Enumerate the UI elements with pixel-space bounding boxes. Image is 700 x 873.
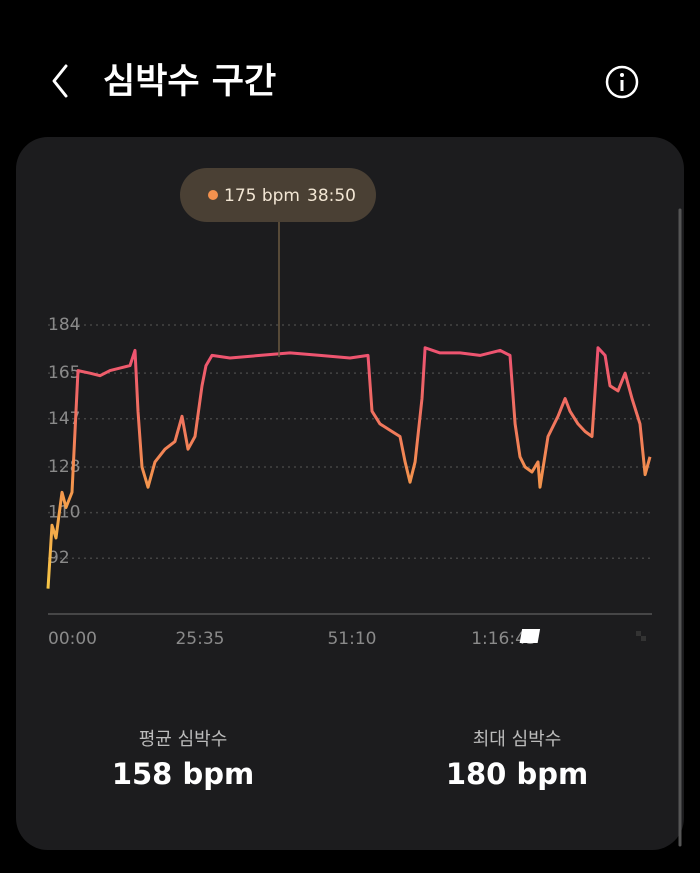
heart-rate-line [46,346,652,589]
info-button[interactable] [605,65,639,99]
x-tick-label: 25:35 [175,629,224,649]
y-tick-label: 128 [48,457,80,477]
tooltip [180,168,376,222]
plot: 92 110 128 147 165 184 00:00 25:35 51:10 1:16:45 [46,315,652,649]
y-tick-label: 92 [48,548,70,568]
page-title: 심박수 구간 [103,62,276,102]
stat-value: 180 bpm [446,757,588,791]
back-button[interactable] [52,64,68,98]
card [16,137,684,850]
y-tick-label: 165 [48,363,80,383]
y-tick-label: 184 [48,315,80,335]
finish-flag [519,629,646,643]
stat-label: 최대 심박수 [473,729,562,750]
tooltip-dot [208,190,218,200]
x-tick-label: 51:10 [327,629,376,649]
tooltip-value: 175 bpm [224,186,300,206]
x-tick-label: 1:16:45 [471,629,537,649]
y-tick-label: 110 [48,503,80,523]
stat-label: 평균 심박수 [139,729,228,750]
y-tick-label: 147 [48,409,80,429]
x-tick-label: 00:00 [48,629,97,649]
stat-value: 158 bpm [112,757,254,791]
tooltip-time: 38:50 [307,186,356,206]
